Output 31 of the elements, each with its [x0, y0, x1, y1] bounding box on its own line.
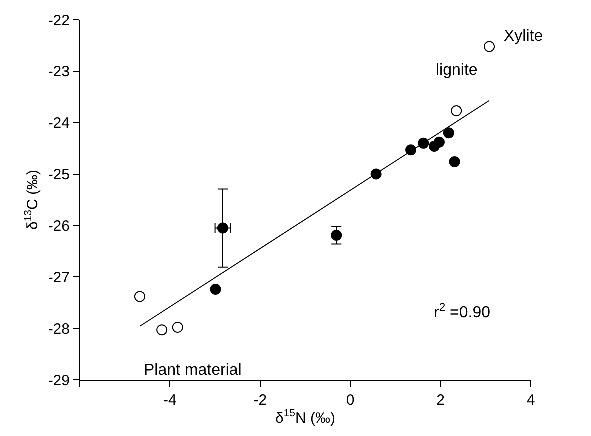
- y-tick-label: -29: [48, 372, 70, 390]
- annotation: Plant material: [144, 362, 242, 379]
- point: [210, 284, 222, 295]
- annotation: lignite: [436, 62, 478, 79]
- point: [134, 291, 146, 302]
- point: [443, 128, 454, 139]
- point: [331, 230, 342, 241]
- x-tick-label: -2: [254, 392, 268, 409]
- point: [172, 322, 184, 334]
- x-tick-label: 0: [346, 392, 355, 409]
- y-tick-label: -22: [48, 12, 70, 30]
- point: [418, 138, 430, 149]
- point: [484, 41, 496, 52]
- point: [406, 144, 417, 156]
- y-tick-label: -26: [48, 218, 70, 235]
- annotation: r$^{2}$ =0.90: [434, 302, 491, 322]
- point: [370, 168, 382, 180]
- point: [156, 324, 168, 336]
- y-tick-label: -24: [48, 115, 70, 132]
- point: [451, 106, 462, 117]
- point: [434, 136, 445, 148]
- y-tick-label: -27: [48, 269, 70, 286]
- y-tick-label: -25: [48, 166, 70, 184]
- x-tick-label: 4: [526, 392, 536, 409]
- x-tick-label: 2: [436, 392, 445, 409]
- y-tick-label: -23: [48, 64, 70, 81]
- annotation: Xylite: [504, 28, 544, 45]
- y-tick-label: -28: [48, 320, 70, 338]
- x-tick-label: -4: [164, 392, 177, 409]
- point: [449, 156, 460, 168]
- x-axis-title: δ$^{15}$N (‰): [275, 408, 336, 427]
